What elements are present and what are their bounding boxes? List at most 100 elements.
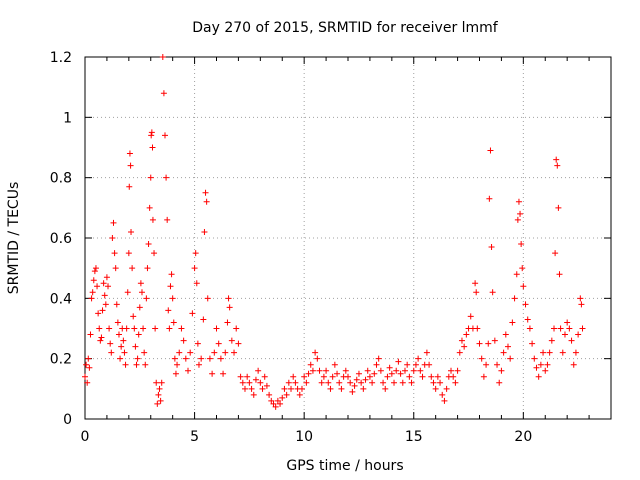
data-point (259, 385, 266, 392)
data-point (498, 367, 505, 374)
data-point (270, 400, 277, 407)
data-point (509, 319, 516, 326)
data-point (399, 379, 406, 386)
data-point (487, 147, 494, 154)
data-point (192, 250, 199, 257)
data-point (568, 337, 575, 344)
data-point (526, 325, 533, 332)
data-point (182, 355, 189, 362)
data-point (546, 349, 553, 356)
data-point (82, 373, 88, 380)
data-point (500, 349, 507, 356)
data-point (415, 355, 422, 362)
data-point (406, 373, 413, 380)
data-point (178, 325, 185, 332)
data-point (83, 361, 90, 368)
data-point (578, 301, 585, 308)
data-point (285, 379, 292, 386)
data-point (423, 349, 430, 356)
data-point (87, 331, 94, 338)
data-point (158, 379, 165, 386)
axes: 0 5 10 15 20 0 0.2 0.4 0.6 0.8 1 1.2 (50, 50, 612, 445)
data-point (303, 379, 310, 386)
data-point (131, 325, 138, 332)
data-point (342, 367, 349, 374)
data-point (142, 361, 149, 368)
data-point (105, 283, 112, 290)
data-point (128, 228, 135, 235)
data-point (191, 265, 198, 272)
data-point (121, 349, 128, 356)
data-point (395, 358, 402, 365)
data-point (529, 340, 536, 347)
data-point (126, 183, 133, 190)
data-point (149, 144, 156, 151)
data-point (461, 343, 468, 350)
data-point (108, 349, 115, 356)
data-point (517, 210, 524, 217)
data-point (143, 295, 150, 302)
data-point (426, 361, 433, 368)
data-point (553, 156, 560, 163)
data-point (366, 373, 373, 380)
data-point (193, 280, 200, 287)
data-point (327, 385, 334, 392)
data-point (351, 382, 358, 389)
data-point (165, 307, 172, 314)
data-point (443, 385, 450, 392)
data-point (439, 391, 446, 398)
data-point (386, 364, 393, 371)
y-tick-label: 0.4 (50, 291, 72, 307)
data-point (401, 367, 408, 374)
data-point (152, 325, 159, 332)
data-point (551, 325, 558, 332)
data-point (329, 373, 336, 380)
data-point (157, 397, 164, 404)
data-point (514, 216, 521, 223)
data-point (225, 295, 232, 302)
data-point (314, 355, 321, 362)
data-point (107, 340, 114, 347)
data-point (388, 370, 395, 377)
x-tick-label: 5 (190, 429, 199, 445)
data-point (88, 295, 95, 302)
data-point (176, 349, 183, 356)
data-point (85, 355, 92, 362)
data-point (518, 241, 525, 248)
data-point (345, 373, 351, 380)
data-point (432, 385, 439, 392)
data-point (171, 355, 178, 362)
data-point (556, 271, 563, 278)
data-point (194, 340, 201, 347)
data-point (95, 310, 102, 317)
data-point (129, 265, 136, 272)
data-point (140, 325, 147, 332)
data-point (548, 337, 555, 344)
data-point (450, 373, 457, 380)
data-point (448, 367, 455, 374)
data-point (147, 174, 154, 181)
data-point (377, 367, 384, 374)
y-tick-label: 1.2 (50, 50, 72, 66)
x-tick-label: 15 (405, 429, 423, 445)
data-point (362, 376, 369, 383)
data-point (397, 370, 404, 377)
data-point (220, 370, 227, 377)
x-axis-label: GPS time / hours (286, 458, 403, 474)
data-point (174, 361, 181, 368)
data-point (355, 370, 362, 377)
data-point (296, 391, 303, 398)
data-point (382, 385, 389, 392)
data-point (428, 373, 435, 380)
data-point (334, 370, 341, 377)
data-point (224, 319, 231, 326)
data-point (393, 367, 400, 374)
data-point (255, 367, 262, 374)
x-tick-label: 20 (514, 429, 532, 445)
data-point (209, 370, 216, 377)
data-point (309, 367, 316, 374)
data-point (572, 349, 579, 356)
data-point (373, 361, 380, 368)
data-point (124, 289, 131, 296)
